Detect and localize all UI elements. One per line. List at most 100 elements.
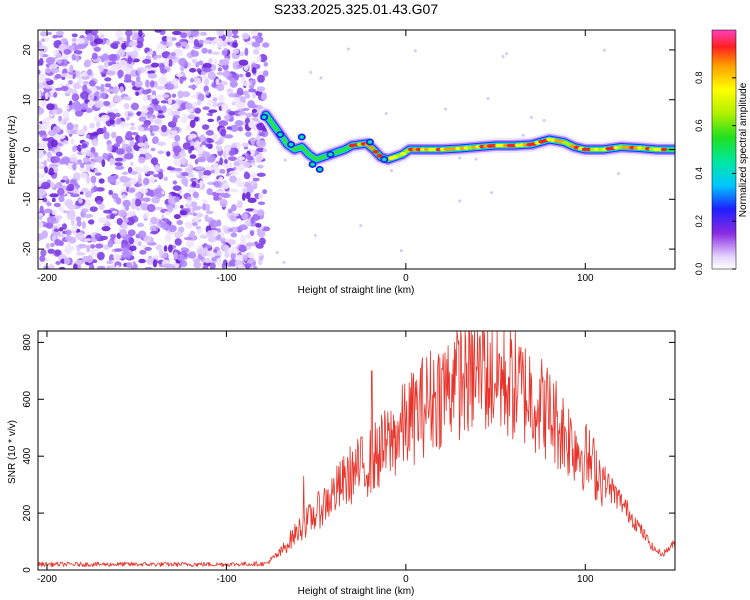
noise-blob (115, 117, 122, 125)
noise-blob (76, 220, 82, 227)
noise-blob (216, 30, 225, 37)
noise-blob (87, 93, 95, 101)
noise-blob (156, 141, 166, 146)
noise-blob (126, 131, 133, 136)
x-tick-label: -100 (216, 273, 236, 284)
noise-blob (154, 187, 164, 193)
noise-blob (213, 58, 218, 66)
noise-blob (138, 147, 148, 155)
noise-blob (115, 148, 126, 155)
noise-blob (185, 124, 192, 131)
noise-blob (195, 225, 201, 230)
noise-blob (52, 109, 58, 115)
noise-blob (193, 261, 202, 269)
noise-blob (157, 150, 164, 155)
ridge-hot-segment (368, 146, 375, 150)
noise-blob (181, 171, 189, 177)
noise-blob (72, 100, 81, 108)
noise-blob (38, 212, 43, 217)
ridge-blob-core (367, 140, 373, 144)
noise-blob (75, 55, 80, 63)
noise-blob (256, 209, 265, 217)
ridge-blob-core (288, 142, 294, 147)
noise-blob (196, 146, 205, 152)
noise-blob (130, 210, 136, 217)
noise-blob (113, 143, 121, 148)
ridge-hot-segment (372, 149, 379, 154)
noise-blob (38, 160, 42, 168)
noise-blob (94, 91, 100, 96)
noise-blob (86, 149, 91, 157)
noise-blob (201, 124, 210, 130)
noise-blob (48, 167, 54, 176)
noise-blob (134, 198, 142, 207)
noise-blob (74, 259, 85, 266)
noise-blob (193, 39, 199, 47)
noise-blob (94, 172, 102, 176)
noise-blob (44, 166, 48, 174)
noise-blob (44, 85, 53, 89)
noise-blob (179, 75, 184, 84)
noise-blob (46, 216, 57, 224)
noise-blob (152, 173, 162, 178)
noise-blob (190, 145, 195, 151)
ridge-blob-core (317, 167, 322, 172)
noise-blob (103, 59, 109, 69)
noise-blob (103, 131, 110, 140)
noise-blob (221, 49, 228, 56)
noise-blob (237, 264, 245, 269)
noise-blob (74, 70, 81, 79)
noise-point (346, 47, 350, 51)
y-tick-label: 600 (22, 391, 33, 408)
noise-blob (161, 105, 167, 113)
noise-blob (164, 233, 172, 242)
noise-blob (166, 151, 171, 157)
noise-blob (43, 208, 53, 214)
noise-blob (131, 132, 139, 136)
noise-blob (154, 30, 162, 33)
noise-blob (143, 197, 151, 203)
noise-blob (136, 207, 141, 211)
noise-blob (111, 192, 119, 200)
ridge-blob-core (278, 132, 283, 137)
noise-blob (38, 130, 47, 136)
noise-blob (205, 129, 214, 136)
noise-blob (133, 32, 139, 38)
noise-blob (171, 78, 179, 87)
noise-blob (140, 188, 148, 194)
noise-blob (229, 188, 239, 193)
noise-blob (137, 177, 142, 185)
noise-blob (207, 99, 214, 107)
noise-blob (82, 157, 90, 164)
noise-blob (106, 260, 113, 265)
noise-blob (252, 48, 260, 55)
noise-blob (62, 110, 70, 119)
noise-blob (221, 183, 230, 190)
noise-blob (247, 197, 257, 204)
noise-blob (173, 251, 179, 260)
noise-blob (55, 151, 63, 157)
noise-blob (245, 112, 253, 118)
noise-point (505, 52, 509, 56)
noise-blob (106, 143, 113, 152)
noise-blob (111, 210, 118, 214)
noise-blob (227, 247, 232, 254)
noise-blob (40, 99, 47, 107)
noise-blob (109, 118, 115, 125)
noise-blob (151, 196, 160, 204)
noise-blob (184, 167, 191, 174)
noise-blob (87, 219, 95, 225)
noise-blob (183, 236, 193, 241)
noise-blob (93, 152, 99, 158)
noise-blob (61, 156, 71, 164)
noise-blob (38, 107, 45, 115)
noise-blob (65, 104, 71, 110)
noise-blob (246, 185, 254, 194)
noise-blob (246, 155, 254, 161)
noise-blob (255, 222, 262, 228)
noise-blob (38, 82, 44, 89)
noise-blob (46, 151, 52, 159)
noise-blob (192, 216, 200, 222)
noise-point (501, 55, 505, 59)
noise-blob (204, 257, 211, 264)
